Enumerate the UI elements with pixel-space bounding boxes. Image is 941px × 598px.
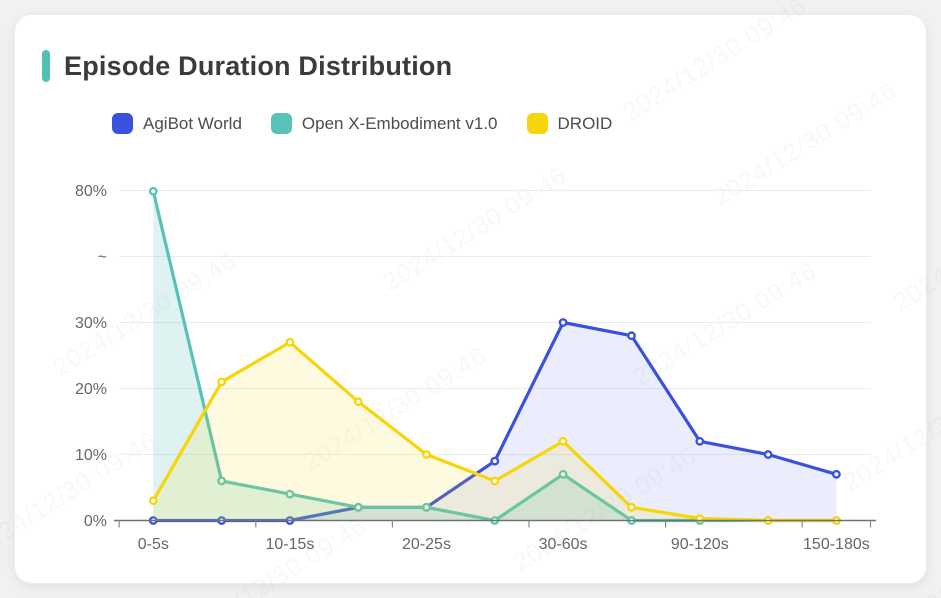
data-point-agibot-world-120-150s[interactable] bbox=[763, 450, 773, 459]
y-axis-label: 20% bbox=[75, 381, 107, 398]
gridlines bbox=[119, 190, 871, 455]
x-axis-label: 30-60s bbox=[539, 536, 588, 553]
chart-header: Episode Duration Distribution bbox=[42, 50, 452, 82]
series-area-open-x-embodiment-v1-0 bbox=[153, 191, 837, 521]
series-area-droid bbox=[153, 342, 837, 521]
data-point-agibot-world-60-90s[interactable] bbox=[627, 331, 636, 341]
x-axis bbox=[114, 519, 876, 528]
series-droid[interactable] bbox=[148, 337, 841, 525]
x-axis-label: 10-15s bbox=[265, 536, 314, 553]
data-point-open-x-embodiment-v1-0-5-10s[interactable] bbox=[217, 476, 227, 486]
y-axis-label: 0% bbox=[84, 513, 107, 530]
x-axis-label: 150-180s bbox=[803, 536, 870, 553]
data-point-droid-20-25s[interactable] bbox=[422, 450, 431, 459]
data-point-open-x-embodiment-v1-0-15-20s[interactable] bbox=[353, 502, 363, 512]
legend-label: Open X-Embodiment v1.0 bbox=[301, 113, 498, 133]
legend-swatch-droid bbox=[526, 113, 548, 134]
data-point-agibot-world-25-30s[interactable] bbox=[490, 456, 500, 466]
y-axis-break-symbol: ~ bbox=[98, 249, 107, 266]
x-axis-label: 90-120s bbox=[671, 536, 729, 553]
legend-label: DROID bbox=[557, 113, 613, 133]
title-accent-bar bbox=[42, 50, 50, 82]
legend-item-open-x-embodiment-v1-0[interactable]: Open X-Embodiment v1.0 bbox=[270, 113, 498, 134]
data-point-open-x-embodiment-v1-0-0-5s[interactable] bbox=[148, 186, 158, 196]
data-point-open-x-embodiment-v1-0-30-60s[interactable] bbox=[558, 469, 568, 479]
data-point-droid-5-10s[interactable] bbox=[217, 377, 227, 387]
data-point-open-x-embodiment-v1-0-20-25s[interactable] bbox=[422, 502, 431, 512]
legend-label: AgiBot World bbox=[143, 113, 242, 133]
chart-card bbox=[14, 14, 927, 584]
x-axis-label: 20-25s bbox=[402, 536, 451, 553]
data-point-droid-15-20s[interactable] bbox=[353, 397, 363, 407]
page-title: Episode Duration Distribution bbox=[64, 50, 453, 81]
legend: AgiBot World Open X-Embodiment v1.0 DROID bbox=[112, 113, 612, 134]
y-axis-label: 30% bbox=[75, 315, 107, 332]
data-point-agibot-world-150-180s[interactable] bbox=[832, 469, 841, 479]
legend-item-droid[interactable]: DROID bbox=[526, 113, 613, 134]
y-axis-label: 10% bbox=[75, 447, 107, 464]
y-axis-label: 80% bbox=[75, 183, 107, 200]
data-point-open-x-embodiment-v1-0-10-15s[interactable] bbox=[285, 489, 295, 499]
legend-swatch-open-x-embodiment-v1-0 bbox=[270, 113, 292, 134]
data-point-droid-25-30s[interactable] bbox=[490, 476, 500, 486]
data-point-droid-60-90s[interactable] bbox=[627, 502, 636, 512]
legend-swatch-agibot-world bbox=[112, 113, 133, 134]
data-point-agibot-world-30-60s[interactable] bbox=[558, 318, 568, 327]
x-axis-label: 0-5s bbox=[138, 536, 169, 553]
legend-item-agibot-world[interactable]: AgiBot World bbox=[112, 113, 242, 134]
data-point-droid-10-15s[interactable] bbox=[285, 337, 295, 347]
data-point-agibot-world-90-120s[interactable] bbox=[695, 436, 705, 446]
series-area-agibot-world bbox=[153, 322, 837, 521]
data-point-droid-30-60s[interactable] bbox=[558, 436, 568, 446]
data-point-droid-0-5s[interactable] bbox=[148, 496, 158, 506]
